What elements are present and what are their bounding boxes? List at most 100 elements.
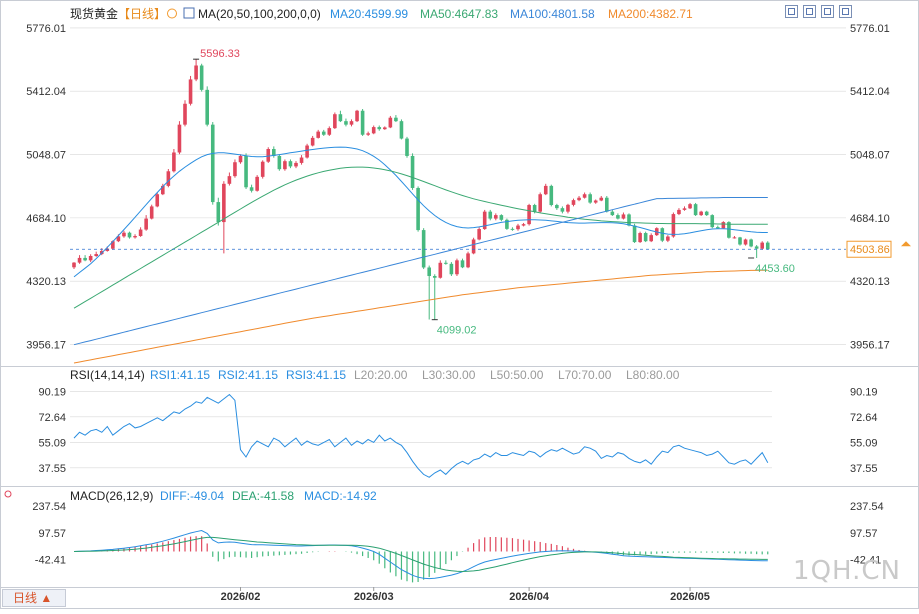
candle-body <box>577 197 581 201</box>
candle-body <box>471 239 476 254</box>
rsi-value-label: RSI1:41.15 <box>150 368 210 382</box>
x-tick-label: 2026/05 <box>670 591 710 603</box>
candle-body <box>688 204 692 209</box>
candle-body <box>743 239 748 245</box>
candle-body <box>482 211 487 230</box>
rsi-value-label: RSI2:41.15 <box>218 368 278 382</box>
candle-body <box>77 257 82 263</box>
candle-body <box>277 155 282 170</box>
macd-dea-line <box>73 536 768 573</box>
candle-body <box>593 200 598 203</box>
candle-body <box>199 65 204 90</box>
candle-body <box>438 262 443 278</box>
candle-body <box>466 253 470 268</box>
candle-body <box>560 208 565 212</box>
candle-body <box>316 131 320 138</box>
settings-icon[interactable] <box>167 8 177 19</box>
candle-body <box>627 214 631 226</box>
candle-body <box>344 121 348 125</box>
candle-body <box>610 211 615 216</box>
macd-settings-icon[interactable] <box>4 490 12 498</box>
macd-tick-left: 237.54 <box>32 501 66 513</box>
macd-value-label: MACD:-14.92 <box>304 489 377 503</box>
indicator-icon[interactable] <box>183 7 195 19</box>
candle-body <box>238 155 243 163</box>
candle-body <box>333 114 337 129</box>
candle-body <box>111 241 115 249</box>
candle-body <box>488 211 493 219</box>
candle-body <box>732 237 737 239</box>
macd-value-label: DIFF:-49.04 <box>160 489 224 503</box>
candle-body <box>494 215 498 219</box>
collapse-icon[interactable] <box>839 5 852 18</box>
ma-line-ma100 <box>73 197 768 346</box>
zoom-out-icon[interactable] <box>803 5 816 18</box>
candle-body <box>133 235 137 238</box>
rsi-tick-right: 55.09 <box>850 437 878 449</box>
symbol-title: 现货黄金 <box>70 6 118 21</box>
candle-body <box>666 236 670 241</box>
candle-body <box>194 65 198 80</box>
macd-tick-right: -42.41 <box>850 555 881 567</box>
y-tick-label-left: 5776.01 <box>26 23 66 35</box>
candle-body <box>566 204 570 212</box>
candle-body <box>233 162 237 177</box>
zoom-in-icon[interactable] <box>785 5 798 18</box>
candle-body <box>244 155 248 188</box>
rsi-value-label: L70:70.00 <box>558 368 612 382</box>
candle-body <box>299 157 304 163</box>
candle-body <box>765 242 770 250</box>
candle-body <box>449 263 454 275</box>
macd-tick-right: 237.54 <box>850 501 884 513</box>
candle-body <box>83 257 87 261</box>
candle-body <box>660 228 665 241</box>
rsi-value-label: L80:80.00 <box>626 368 680 382</box>
ma-value-label: MA200:4382.71 <box>608 7 693 21</box>
candle-body <box>499 215 504 220</box>
candle-body <box>588 194 592 203</box>
macd-tick-left: 97.57 <box>38 528 66 540</box>
candle-body <box>321 131 326 135</box>
candle-body <box>349 121 354 125</box>
current-price-label: 4503.86 <box>850 244 890 256</box>
candle-body <box>283 161 287 170</box>
candle-body <box>116 236 121 242</box>
period-label: 【日线】 <box>118 7 166 21</box>
candle-body <box>477 229 481 240</box>
candle-body <box>216 202 221 223</box>
candle-body <box>677 209 681 215</box>
ma-value-label: MA50:4647.83 <box>420 7 498 21</box>
period-button[interactable]: 日线 ▲ <box>2 589 66 607</box>
y-tick-label-right: 5776.01 <box>850 23 890 35</box>
rsi-value-label: L50:50.00 <box>490 368 544 382</box>
candle-body <box>305 145 309 158</box>
candle-body <box>266 149 271 162</box>
candle-body <box>649 235 653 242</box>
candle-body <box>716 227 720 229</box>
candle-body <box>222 183 226 223</box>
candle-body <box>599 197 604 201</box>
candle-body <box>166 171 171 186</box>
candle-body <box>432 276 437 278</box>
candle-body <box>754 246 759 249</box>
candle-body <box>416 187 420 231</box>
candle-body <box>388 117 393 128</box>
candle-body <box>383 127 387 130</box>
candle-body <box>571 200 576 205</box>
low-label: 4099.02 <box>437 325 477 337</box>
candle-body <box>555 205 559 209</box>
candle-body <box>505 219 509 229</box>
rsi-tick-left: 72.64 <box>38 412 66 424</box>
candle-body <box>455 260 459 275</box>
rsi-tick-right: 72.64 <box>850 412 878 424</box>
macd-title: MACD(26,12,9) <box>70 489 153 503</box>
candle-body <box>260 161 265 177</box>
candle-body <box>710 215 715 228</box>
expand-icon[interactable] <box>821 5 834 18</box>
rsi-line <box>73 393 769 478</box>
candle-body <box>460 260 465 268</box>
macd-tick-right: 97.57 <box>850 528 878 540</box>
